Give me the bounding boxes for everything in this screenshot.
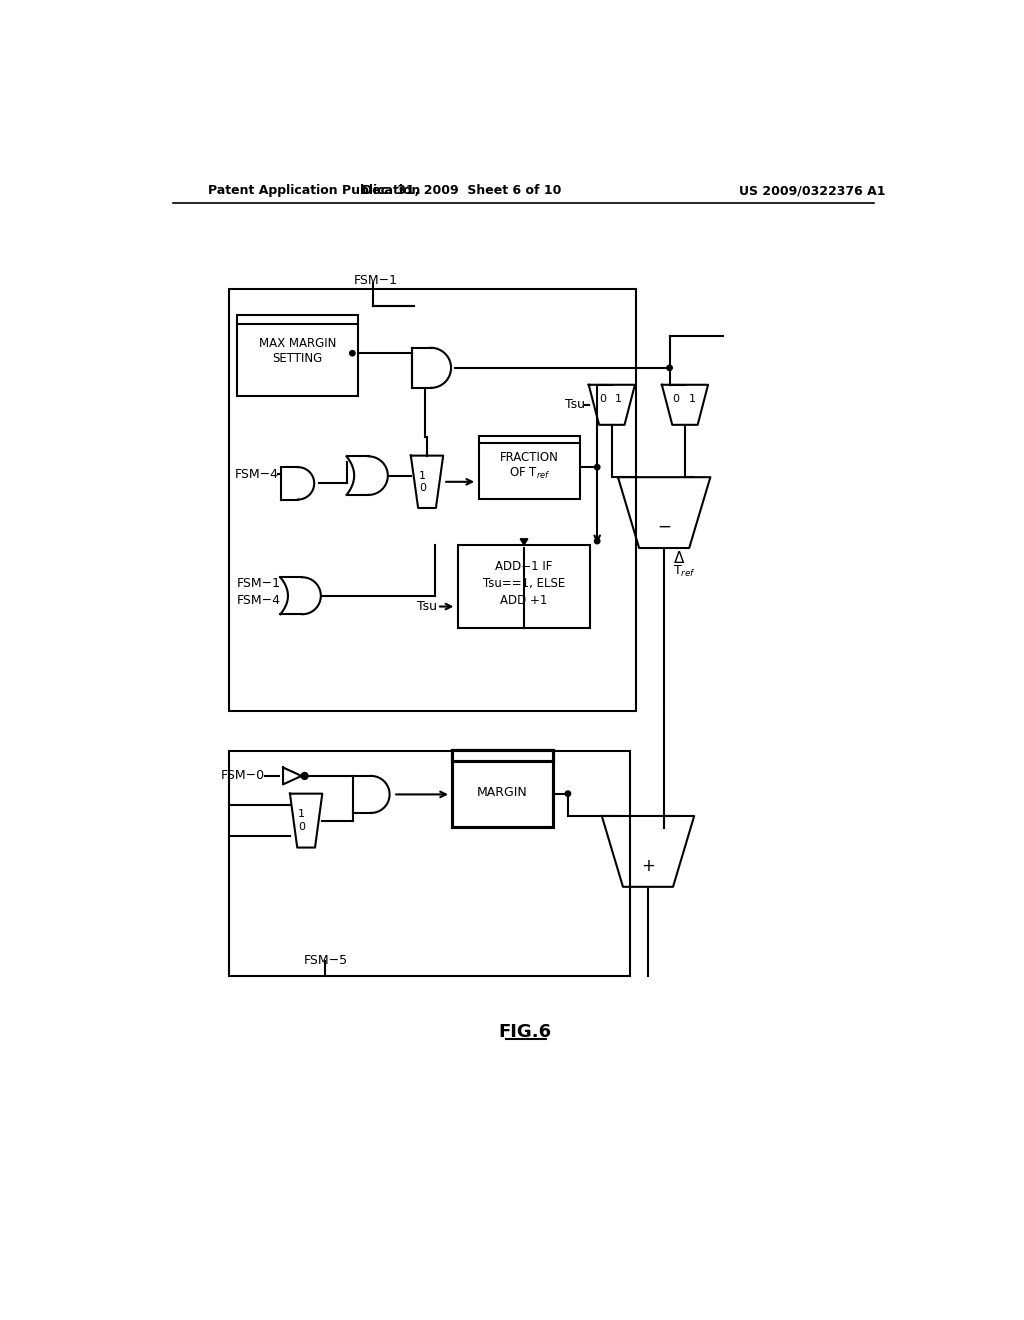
- Bar: [458, 545, 590, 628]
- Bar: [453, 750, 553, 826]
- Circle shape: [301, 774, 307, 779]
- Text: MAX MARGIN: MAX MARGIN: [259, 337, 336, 350]
- Circle shape: [595, 539, 600, 544]
- Text: 1: 1: [688, 393, 695, 404]
- Text: OF T$_{ref}$: OF T$_{ref}$: [509, 466, 550, 480]
- Text: ADD +1: ADD +1: [501, 594, 548, 607]
- Bar: [229, 289, 636, 711]
- Circle shape: [565, 791, 570, 796]
- Text: FSM−1: FSM−1: [237, 577, 281, 590]
- Text: FSM−4: FSM−4: [237, 594, 281, 607]
- Bar: [453, 750, 553, 760]
- Text: +: +: [641, 857, 655, 875]
- Text: Δ: Δ: [674, 552, 684, 566]
- Text: FSM−1: FSM−1: [354, 273, 398, 286]
- Circle shape: [349, 351, 355, 356]
- Text: FSM−0: FSM−0: [221, 770, 265, 783]
- Text: FRACTION: FRACTION: [500, 450, 559, 463]
- Bar: [478, 436, 581, 499]
- Circle shape: [667, 366, 672, 371]
- Text: FSM−5: FSM−5: [304, 954, 348, 968]
- Polygon shape: [520, 539, 528, 545]
- Text: SETTING: SETTING: [272, 352, 323, 366]
- Text: MARGIN: MARGIN: [477, 785, 527, 799]
- Circle shape: [302, 774, 307, 779]
- Text: ADD−1 IF: ADD−1 IF: [496, 560, 553, 573]
- Text: 0: 0: [672, 393, 679, 404]
- Circle shape: [595, 465, 600, 470]
- Text: 0: 0: [298, 822, 305, 832]
- Text: 1: 1: [615, 393, 623, 404]
- Text: FIG.6: FIG.6: [499, 1023, 551, 1041]
- Text: Tsu==1, ELSE: Tsu==1, ELSE: [483, 577, 565, 590]
- Text: Patent Application Publication: Patent Application Publication: [208, 185, 420, 197]
- Text: Dec. 31, 2009  Sheet 6 of 10: Dec. 31, 2009 Sheet 6 of 10: [361, 185, 561, 197]
- Text: 0: 0: [599, 393, 606, 404]
- Bar: [229, 751, 630, 977]
- Text: Tsu: Tsu: [565, 399, 585, 412]
- Bar: [237, 314, 358, 396]
- Text: Tsu: Tsu: [417, 601, 437, 612]
- Text: FSM−4: FSM−4: [234, 467, 279, 480]
- Text: US 2009/0322376 A1: US 2009/0322376 A1: [739, 185, 886, 197]
- Text: 1: 1: [419, 470, 426, 480]
- Text: T$_{ref}$: T$_{ref}$: [674, 565, 696, 579]
- Text: 0: 0: [419, 483, 426, 494]
- Text: −: −: [657, 517, 671, 536]
- Text: 1: 1: [298, 809, 305, 820]
